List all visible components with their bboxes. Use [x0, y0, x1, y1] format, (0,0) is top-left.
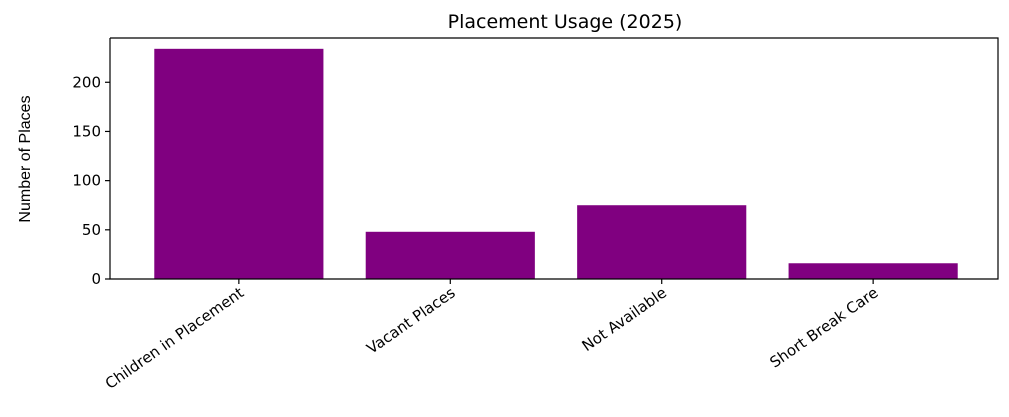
y-tick-label: 50 — [82, 221, 101, 239]
y-tick-label: 150 — [72, 122, 101, 140]
bar-not-available — [577, 205, 747, 279]
bar-short-break-care — [788, 263, 958, 279]
y-tick-label: 200 — [72, 73, 101, 91]
x-tick-label: Short Break Care — [766, 284, 881, 372]
chart-title: Placement Usage (2025) — [448, 11, 683, 33]
x-ticks-group: Children in Placement Vacant Places Not Av… — [102, 279, 881, 393]
bar-children-in-placement — [154, 48, 324, 280]
y-tick-label: 0 — [91, 270, 101, 288]
x-tick-label: Not Available — [579, 284, 670, 356]
bars-group — [154, 48, 958, 280]
x-tick-label: Vacant Places — [363, 283, 458, 357]
y-ticks-group: 0 50 100 150 200 — [72, 73, 110, 288]
x-tick-label: Children in Placement — [102, 283, 247, 392]
y-axis-label: Number of Places — [17, 95, 34, 222]
bar-vacant-places — [365, 231, 535, 279]
y-tick-label: 100 — [72, 172, 101, 190]
axes-frame — [109, 37, 999, 280]
